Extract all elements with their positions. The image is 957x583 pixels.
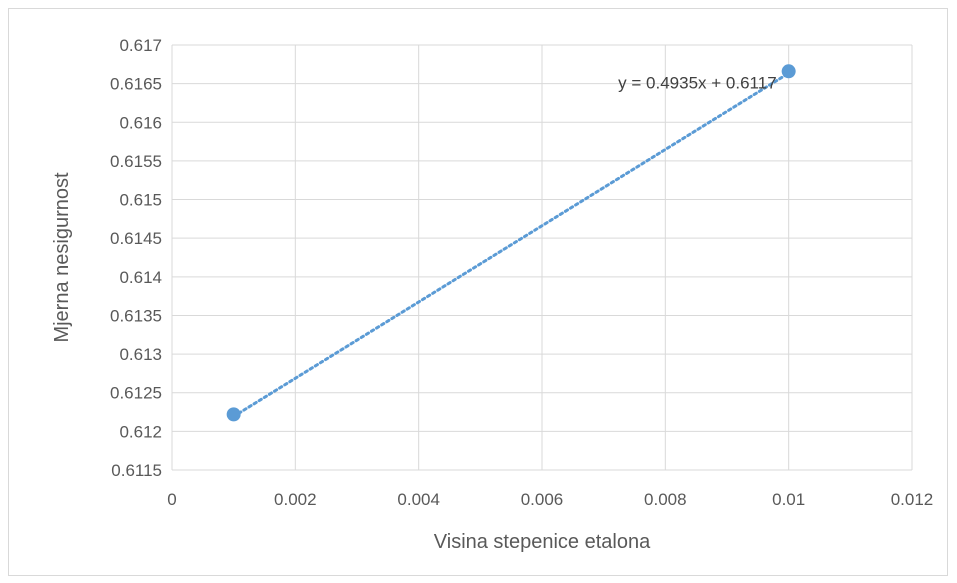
y-tick-label: 0.614 bbox=[119, 268, 162, 287]
x-axis-title: Visina stepenice etalona bbox=[434, 531, 651, 553]
y-tick-label: 0.6165 bbox=[110, 75, 162, 94]
x-tick-label: 0 bbox=[167, 490, 176, 509]
y-tick-label: 0.612 bbox=[119, 422, 162, 441]
y-tick-label: 0.617 bbox=[119, 36, 162, 55]
y-axis-title: Mjerna nesigurnost bbox=[51, 172, 73, 343]
y-tick-label: 0.6145 bbox=[110, 229, 162, 248]
y-tick-label: 0.6135 bbox=[110, 306, 162, 325]
trendline bbox=[234, 73, 789, 416]
y-tick-label: 0.613 bbox=[119, 345, 162, 364]
trendline-equation: y = 0.4935x + 0.6117 bbox=[618, 73, 776, 92]
x-tick-label: 0.002 bbox=[274, 490, 317, 509]
y-tick-label: 0.6155 bbox=[110, 152, 162, 171]
y-tick-label: 0.615 bbox=[119, 191, 162, 210]
x-tick-label: 0.004 bbox=[397, 490, 440, 509]
x-tick-label: 0.01 bbox=[772, 490, 805, 509]
y-tick-label: 0.6125 bbox=[110, 384, 162, 403]
data-point bbox=[227, 407, 241, 421]
data-point bbox=[782, 64, 796, 78]
x-tick-label: 0.008 bbox=[644, 490, 687, 509]
x-tick-label: 0.006 bbox=[521, 490, 564, 509]
tick-labels: 0 0.002 0.004 0.006 0.008 0.01 0.012 0.6115 0.61… bbox=[110, 36, 933, 509]
gridlines bbox=[172, 45, 912, 470]
y-tick-label: 0.616 bbox=[119, 113, 162, 132]
x-tick-label: 0.012 bbox=[891, 490, 934, 509]
y-tick-label: 0.6115 bbox=[111, 461, 162, 480]
trendline-layer bbox=[234, 73, 789, 416]
